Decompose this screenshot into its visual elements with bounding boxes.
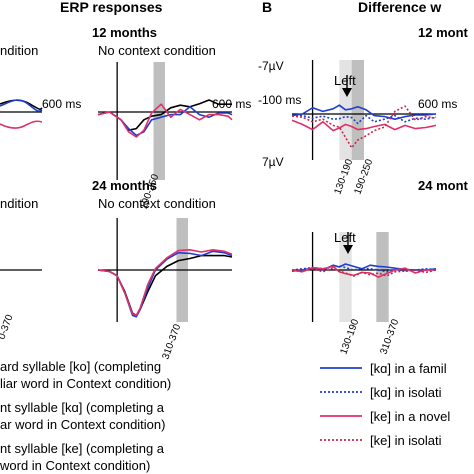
legend-item-3-line1: nt syllable [ke] (completing a [0, 441, 165, 456]
tick-600ms-nocontext: 600 ms [212, 97, 251, 111]
volt-label-minus7: -7µV [258, 59, 284, 73]
series-line-1 [291, 114, 437, 125]
row-title-12-months: 12 months [92, 25, 157, 40]
series-line-1 [97, 250, 233, 318]
arrow-icon [343, 232, 353, 254]
row-title-24-months-b: 24 mont [418, 178, 469, 193]
context-panel-top: 600 ms [0, 97, 81, 129]
volt-label-7: 7µV [262, 155, 284, 169]
no-context-title-top: No context condition [98, 43, 216, 58]
series-line-0 [97, 254, 233, 317]
legend-right: [kɑ] in a famil [kɑ] in isolati [ke] in a … [320, 361, 450, 448]
tick-600ms-b: 600 ms [418, 97, 457, 111]
window-label: 310-370 [378, 317, 401, 356]
row-title-24-months: 24 months [92, 178, 157, 193]
window-label: 310-370 [160, 322, 183, 361]
analysis-window [153, 62, 165, 180]
analysis-window [376, 232, 389, 322]
context-black-trace [0, 99, 43, 110]
legend-label: [ke] in a novel [370, 409, 450, 424]
left-label-top: Left [334, 73, 356, 88]
window-label: 130-190 [332, 157, 355, 196]
left-label-bottom: Left [334, 230, 356, 245]
series-line-2 [97, 249, 233, 317]
no-context-title-bottom: No context condition [98, 196, 216, 211]
legend-label: [kɑ] in a famil [370, 361, 447, 376]
chart-b-24m-left: 130-190 310-370 [291, 232, 437, 356]
context-condition-title-top: ndition [0, 43, 38, 58]
series-line-3 [291, 267, 437, 277]
legend-left: ard syllable [ko] (completing liar word … [0, 359, 171, 473]
legend-item-1-line1: ard syllable [ko] (completing [0, 359, 161, 374]
series-line-2 [97, 103, 233, 138]
row-title-12-months-b: 12 mont [418, 25, 469, 40]
panel-a-header: ERP responses [60, 0, 163, 15]
context-condition-title-bottom: ndition [0, 196, 38, 211]
legend-label: [kɑ] in isolati [370, 385, 442, 400]
time-label-minus100: -100 ms [258, 93, 301, 107]
tick-600ms-left: 600 ms [42, 97, 81, 111]
legend-item-2-line2: ar word in Context condition) [0, 417, 165, 432]
series-line-0 [291, 104, 437, 120]
panel-b-header: Difference w [358, 0, 441, 15]
legend-label: [ke] in isolati [370, 433, 442, 448]
series-line-2 [291, 119, 437, 132]
legend-item-2-line1: nt syllable [kɑ] (completing a [0, 400, 165, 415]
context-panel-bottom: 0-370 [0, 269, 42, 341]
window-label: 130-190 [338, 317, 361, 356]
arrow-icon [342, 75, 352, 97]
series-line-3 [291, 105, 437, 149]
panel-b-letter: B [262, 0, 272, 15]
window-label: 190-250 [352, 157, 375, 196]
context-blue-trace [0, 99, 43, 112]
legend-item-1-line2: liar word in Context condition) [0, 376, 171, 391]
analysis-window [339, 232, 352, 322]
chart-24m-no-context: 310-370 [97, 218, 233, 361]
legend-item-3-line2: word in Context condition) [0, 458, 150, 473]
window-label-bottom-left: 0-370 [0, 313, 16, 341]
analysis-window [351, 60, 364, 160]
context-pink-trace [0, 120, 43, 129]
